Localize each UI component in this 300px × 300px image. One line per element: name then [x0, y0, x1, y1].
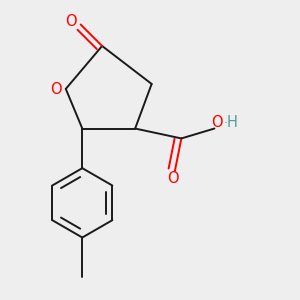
Text: O: O	[50, 82, 62, 98]
Text: ·: ·	[223, 117, 227, 130]
Text: O: O	[66, 14, 77, 29]
Text: O: O	[167, 171, 179, 186]
Text: H: H	[227, 115, 238, 130]
Text: O: O	[211, 115, 223, 130]
